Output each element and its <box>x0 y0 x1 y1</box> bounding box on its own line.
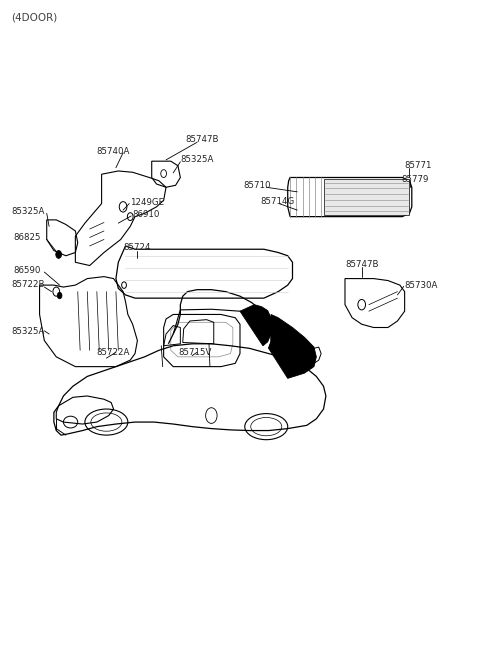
Text: 85722B: 85722B <box>11 280 45 289</box>
Polygon shape <box>269 314 316 379</box>
Text: 85722A: 85722A <box>97 348 130 357</box>
Text: 85779: 85779 <box>401 175 429 184</box>
Text: (4DOOR): (4DOOR) <box>11 12 57 23</box>
Text: 86825: 86825 <box>13 233 41 242</box>
Circle shape <box>57 292 62 299</box>
Text: 85715V: 85715V <box>178 348 211 357</box>
Circle shape <box>56 251 61 258</box>
Text: 85747B: 85747B <box>345 261 379 269</box>
Text: 1249GE: 1249GE <box>130 198 164 207</box>
Polygon shape <box>324 179 409 215</box>
Text: 85771: 85771 <box>405 161 432 170</box>
Text: 85710: 85710 <box>244 181 271 190</box>
Text: 86590: 86590 <box>13 266 41 274</box>
Text: 85325A: 85325A <box>11 207 44 216</box>
Text: 85714G: 85714G <box>260 197 294 206</box>
Text: 85724: 85724 <box>123 244 151 252</box>
Text: 86910: 86910 <box>132 210 159 219</box>
Text: 85730A: 85730A <box>405 280 438 290</box>
Text: 85325A: 85325A <box>180 155 214 164</box>
Polygon shape <box>240 305 271 346</box>
Text: 85740A: 85740A <box>97 147 130 156</box>
Text: 85325A: 85325A <box>11 327 44 336</box>
Text: 85747B: 85747B <box>185 135 218 144</box>
